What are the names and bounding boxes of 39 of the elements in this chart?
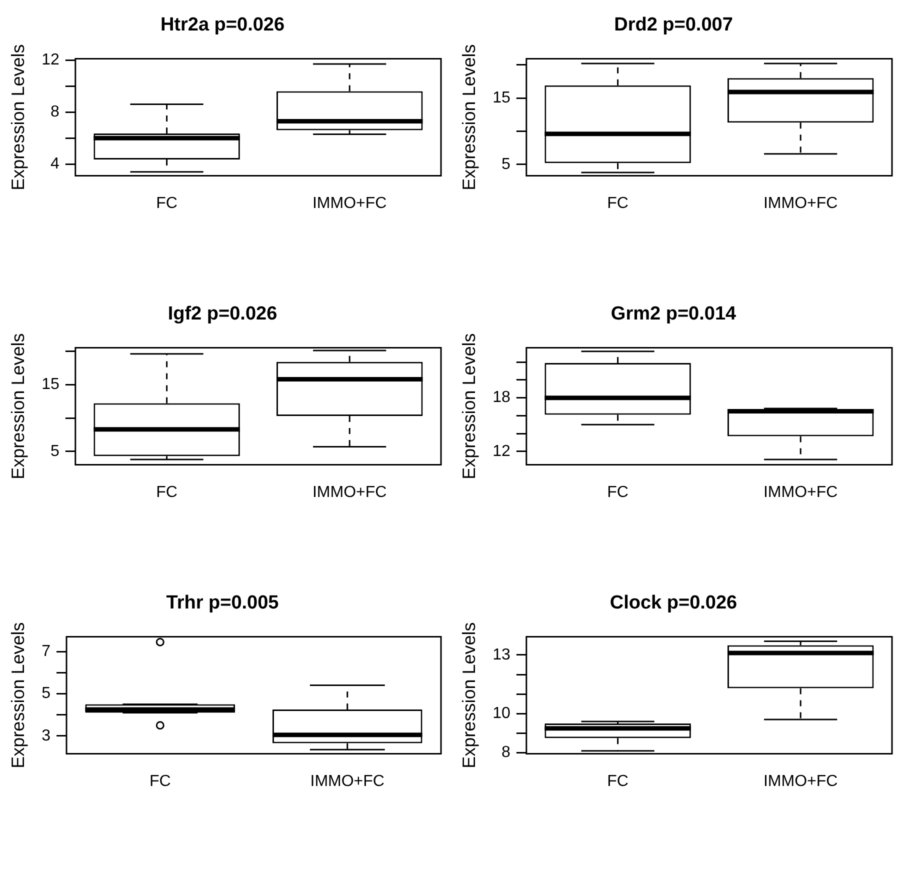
x-tick-label: IMMO+FC (310, 772, 384, 790)
x-tick-label: FC (156, 484, 178, 501)
y-tick-label: 5 (501, 156, 510, 173)
y-tick-label: 5 (42, 685, 51, 702)
y-axis-title: Expression Levels (8, 44, 28, 190)
x-tick-label: FC (607, 484, 628, 501)
y-tick-label: 5 (50, 442, 60, 460)
chart-title: Drd2 p=0.007 (614, 14, 733, 36)
chart-title: Htr2a p=0.026 (160, 14, 285, 36)
y-axis-title: Expression Levels (458, 622, 479, 768)
x-tick-label: IMMO+FC (763, 194, 838, 212)
y-tick-label: 4 (50, 156, 60, 173)
y-tick-label: 8 (501, 744, 510, 762)
x-tick-label: IMMO+FC (312, 194, 387, 212)
y-tick-label: 8 (50, 104, 60, 121)
y-tick-label: 15 (42, 376, 60, 393)
x-tick-label: FC (607, 194, 628, 212)
x-tick-label: FC (149, 772, 171, 790)
y-tick-label: 12 (42, 52, 60, 69)
chart-title: Trhr p=0.005 (166, 592, 280, 614)
y-axis-title: Expression Levels (8, 622, 28, 768)
chart-title: Clock p=0.026 (610, 592, 738, 614)
y-tick-label: 18 (492, 389, 510, 406)
chart-title: Grm2 p=0.014 (610, 304, 737, 325)
chart-title: Igf2 p=0.026 (168, 304, 278, 325)
y-axis-title: Expression Levels (8, 333, 28, 480)
x-tick-label: IMMO+FC (763, 772, 838, 790)
x-tick-label: FC (156, 194, 178, 212)
y-tick-label: 12 (492, 442, 510, 460)
y-tick-label: 13 (492, 646, 510, 664)
x-tick-label: IMMO+FC (312, 484, 387, 501)
x-tick-label: IMMO+FC (763, 484, 838, 501)
y-tick-label: 10 (492, 705, 510, 722)
y-axis-title: Expression Levels (458, 333, 479, 480)
y-axis-title: Expression Levels (458, 44, 479, 190)
y-tick-label: 15 (492, 89, 510, 106)
x-tick-label: FC (607, 772, 628, 790)
y-tick-label: 7 (42, 642, 51, 660)
y-tick-label: 3 (42, 727, 51, 744)
